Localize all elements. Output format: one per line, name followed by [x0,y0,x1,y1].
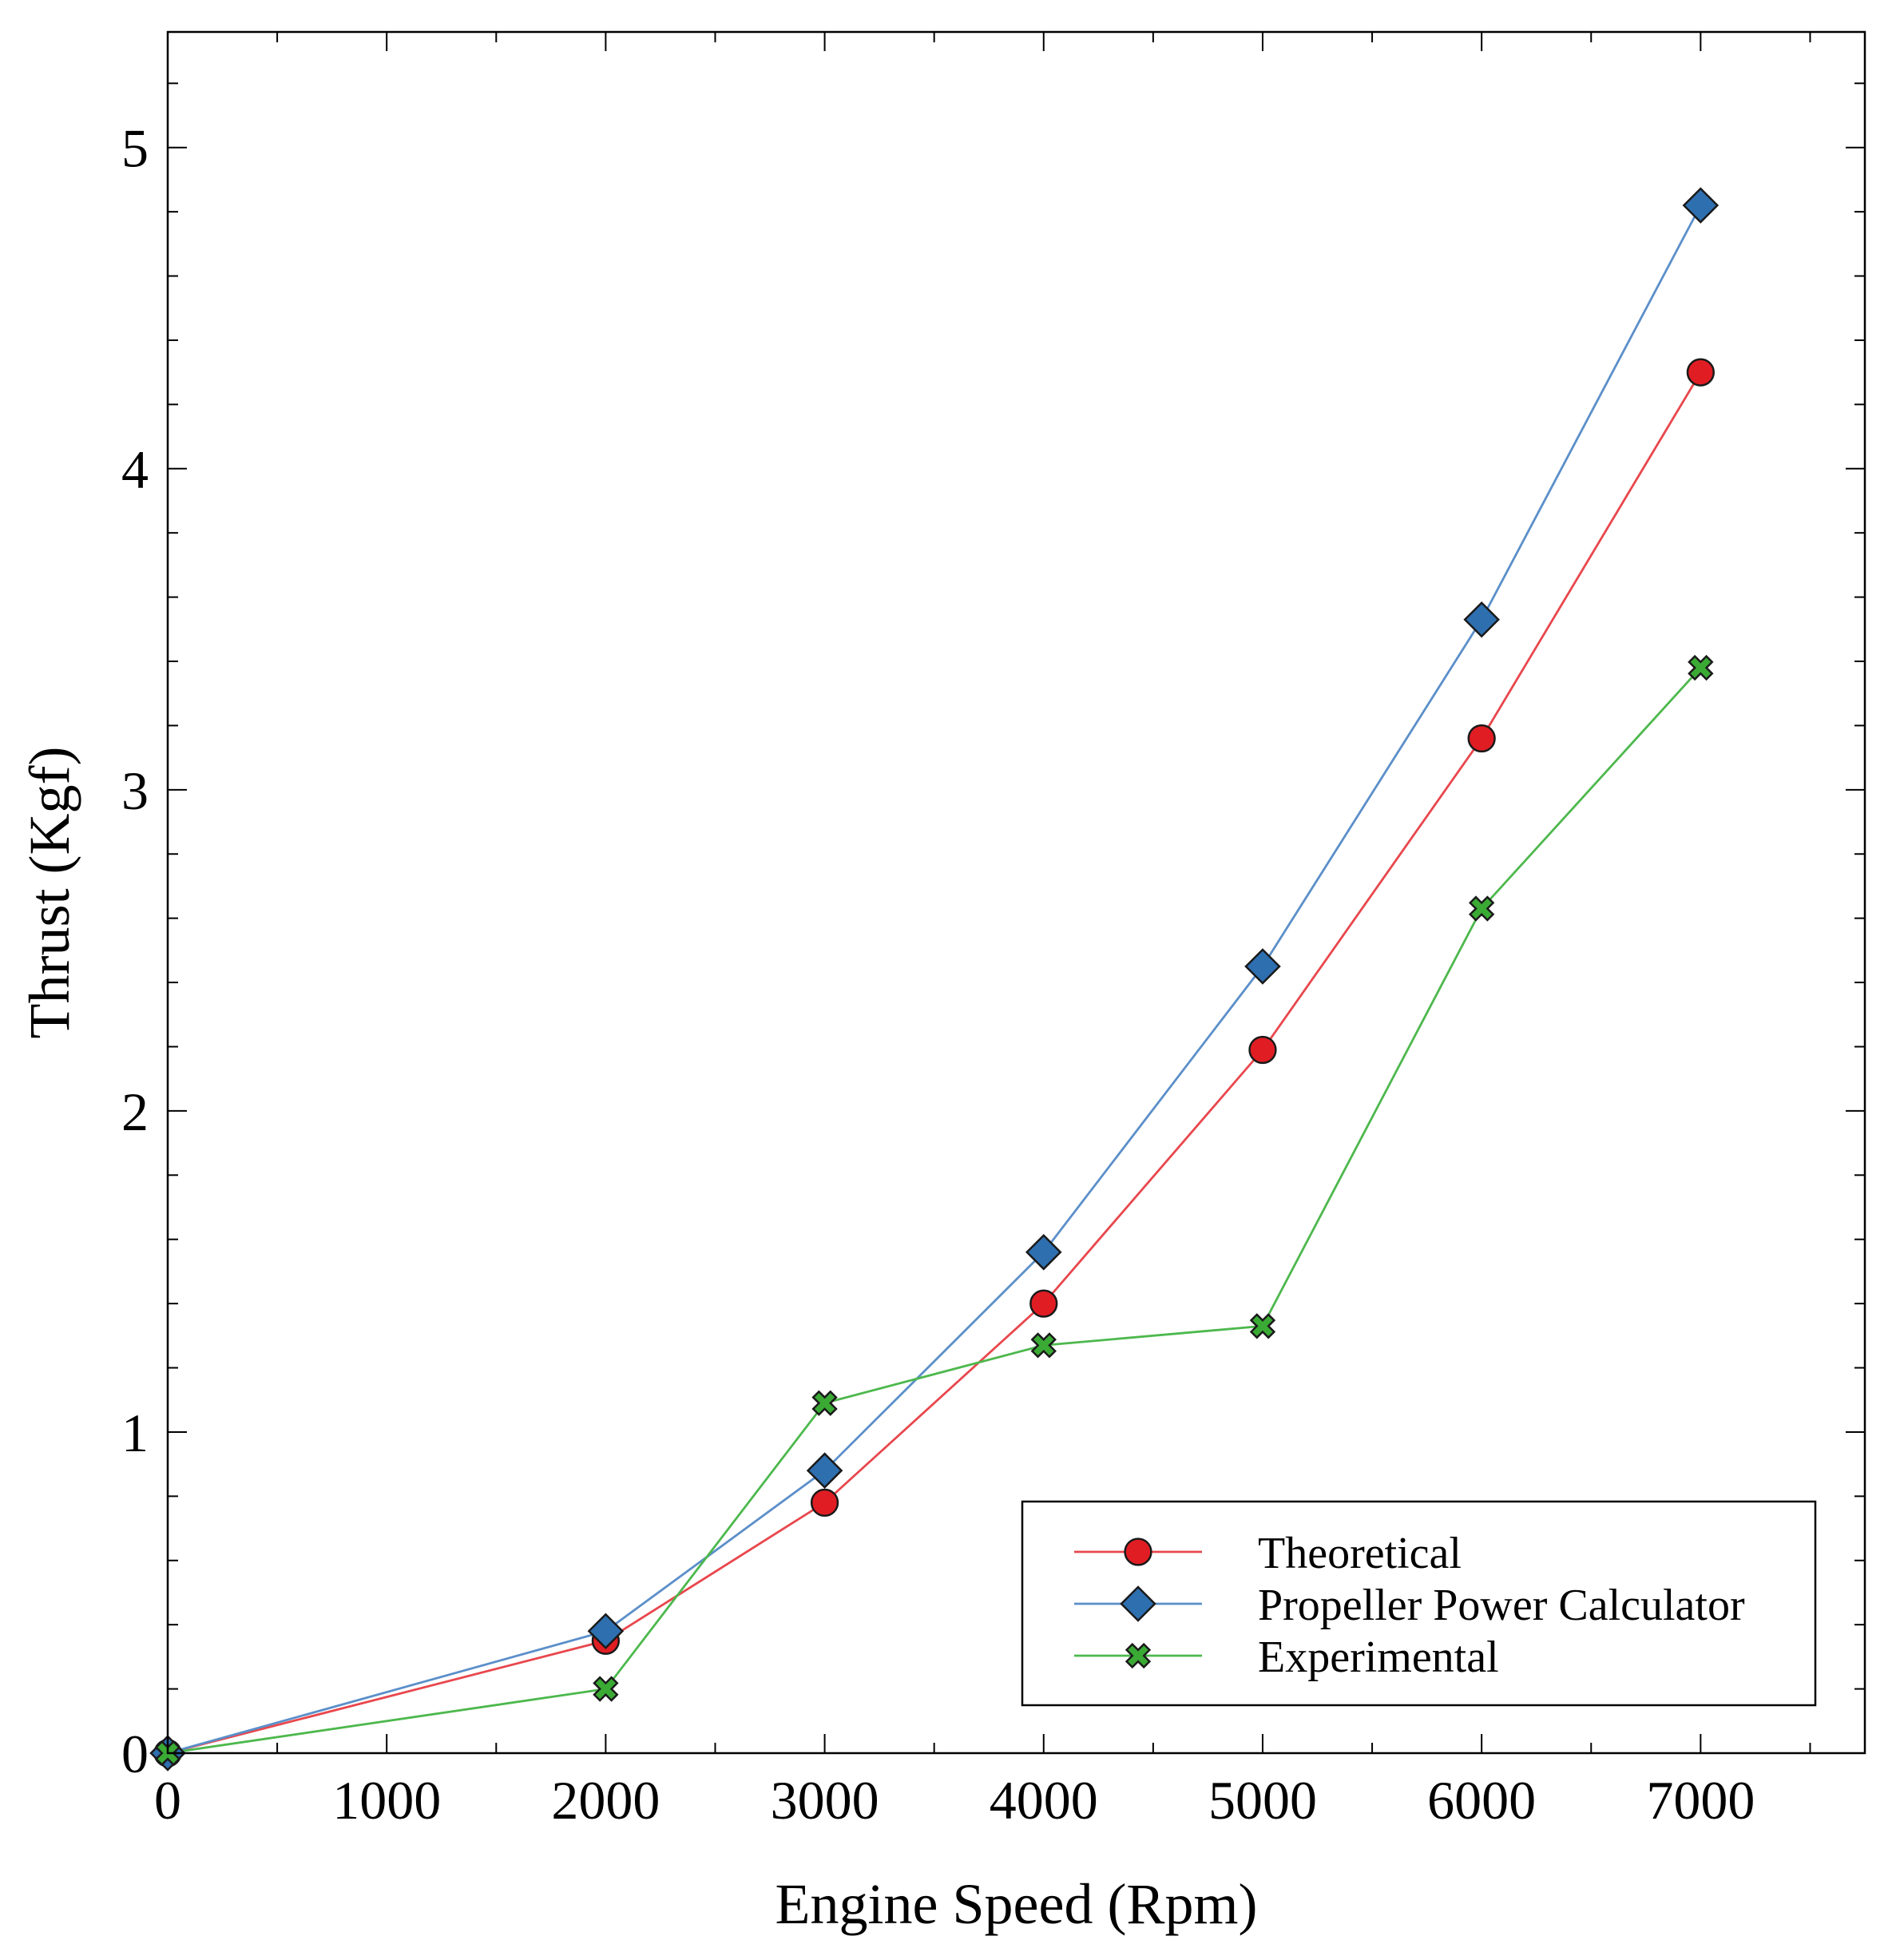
y-tick-label: 2 [121,1081,149,1142]
data-point-diamond [1025,1234,1062,1271]
data-point-diamond [1244,948,1281,985]
legend-label: Experimental [1258,1633,1499,1682]
y-axis-label: Thrust (Kgf) [18,747,81,1039]
series-markers-experimental [154,654,1714,1767]
x-tick-label: 0 [154,1770,181,1831]
x-tick-label: 7000 [1646,1770,1755,1831]
data-point-x [1125,1642,1152,1669]
legend-label: Propeller Power Calculator [1258,1581,1745,1630]
data-point-x [811,1390,838,1416]
x-tick-label: 2000 [551,1770,660,1831]
data-point-diamond [806,1452,843,1489]
data-point-circle [1124,1537,1152,1566]
y-tick-label: 5 [121,118,149,179]
data-point-circle [1467,724,1496,753]
data-point-circle [1686,358,1716,387]
x-tick-label: 5000 [1208,1770,1317,1831]
data-point-circle [1029,1289,1058,1318]
series-group [149,187,1720,1772]
x-tick-label: 6000 [1427,1770,1536,1831]
x-axis-label: Engine Speed (Rpm) [775,1872,1258,1936]
data-point-x [1468,895,1495,922]
legend-box [1021,1500,1817,1707]
legend-label: Theoretical [1258,1529,1462,1578]
plot-frame [166,30,1866,1755]
y-tick-label: 0 [121,1724,149,1784]
data-point-x [1249,1313,1276,1339]
data-point-diamond [587,1613,625,1649]
data-point-circle [1248,1035,1277,1065]
axis-ticks [167,32,1865,1754]
data-point-diamond [1682,187,1720,224]
x-tick-label: 4000 [990,1770,1098,1831]
legend-item: Experimental [1074,1633,1499,1682]
tick-labels: 0 1000 2000 3000 4000 5000 6000 7000 0 1 2 3 4 5 [121,118,1755,1831]
legend-item: Propeller Power Calculator [1074,1581,1745,1630]
data-point-x [593,1676,619,1702]
y-tick-label: 1 [121,1403,149,1463]
data-point-circle [810,1488,839,1518]
data-point-x [1030,1332,1057,1359]
data-point-diamond [1463,601,1500,638]
y-tick-label: 4 [121,439,149,500]
x-tick-label: 1000 [332,1770,441,1831]
x-tick-label: 3000 [771,1770,879,1831]
y-tick-label: 3 [121,760,149,821]
data-point-x [1688,654,1714,681]
data-point-diamond [1120,1585,1156,1622]
legend-item: Theoretical [1074,1529,1462,1578]
